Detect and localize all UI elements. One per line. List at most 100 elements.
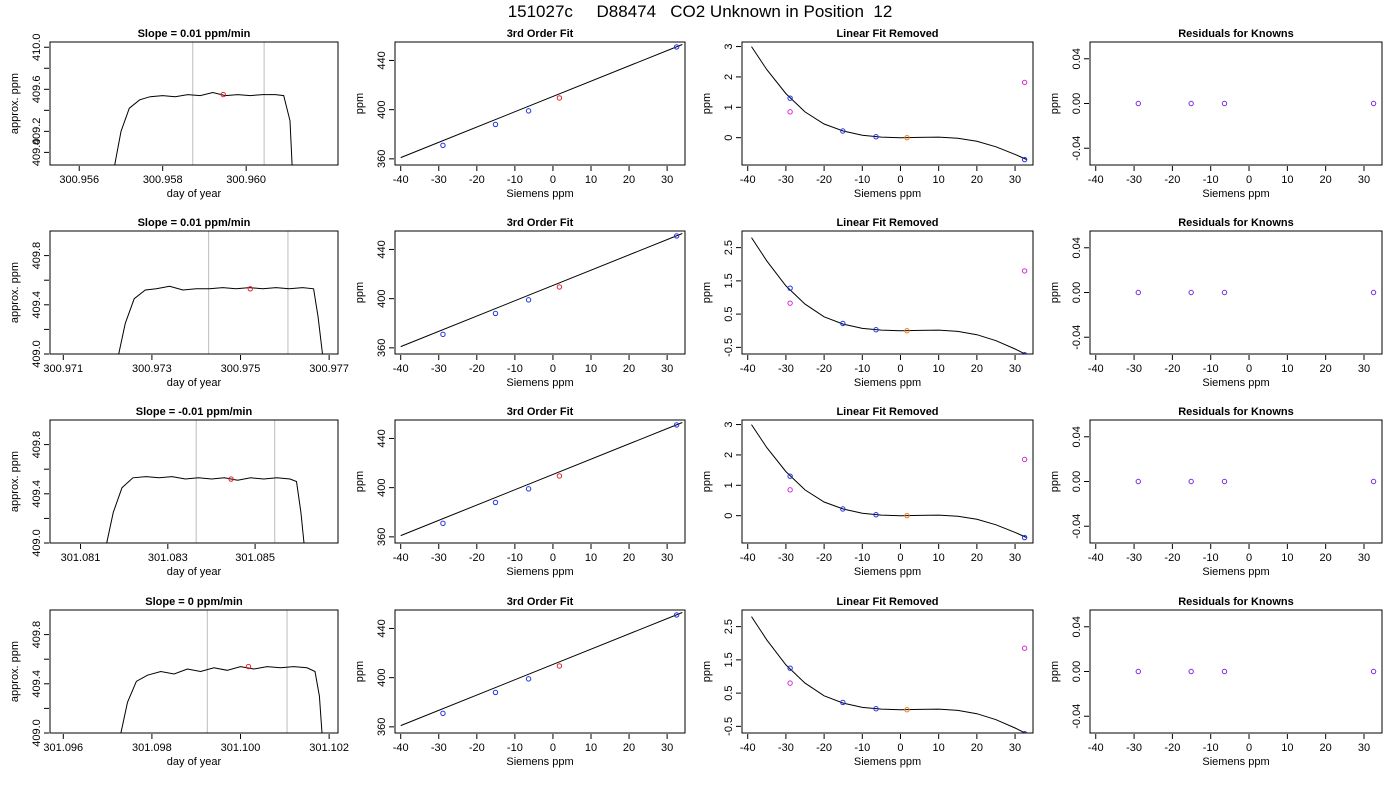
x-tick-label: 301.081 [61,552,101,564]
series-line [118,285,323,354]
x-tick-label: -40 [1088,552,1104,564]
x-axis-label: Siemens ppm [506,566,573,578]
x-tick-label: -20 [816,174,832,186]
x-tick-label: 300.956 [59,174,99,186]
panel-0-3: Residuals for Knowns -40 -30 -20 -10 0 10 20 30 S… [1049,28,1383,200]
x-tick-label: 0 [1246,742,1252,754]
y-tick-label: 409.4 [31,670,43,698]
x-tick-label: 300.973 [132,363,172,375]
fit-curve [400,233,683,348]
y-tick-label: 0 [723,513,735,519]
data-point [1135,668,1141,675]
x-tick-label: 300.977 [309,363,349,375]
x-tick-label: 30 [1358,552,1370,564]
panel-title: Linear Fit Removed [836,596,938,608]
data-point [787,300,793,306]
panel-3-1: 3rd Order Fit -40 -30 -20 -10 0 10 20 30 Siemens … [354,596,686,768]
panel-0-0: Slope = 0.01 ppm/min 300.956 300.958 300.96… [9,28,339,200]
panel-frame [741,419,1034,544]
data-point [525,108,532,114]
x-axis-label: day of year [167,566,222,578]
data-point [1021,730,1028,733]
data-point [873,327,879,333]
panel-title: 3rd Order Fit [507,217,574,229]
data-point [556,284,563,290]
panel-frame [394,41,686,166]
y-tick-label: 1 [723,482,735,488]
panel-title: Linear Fit Removed [836,406,938,418]
plot-area [1135,478,1377,485]
data-point [1221,668,1228,675]
panel-title: Residuals for Knowns [1178,217,1294,229]
x-tick-label: -20 [816,552,832,564]
panel-title: 3rd Order Fit [507,596,574,608]
y-tick-label: 1.5 [723,273,735,288]
panel-title: Linear Fit Removed [836,217,938,229]
data-point [1188,668,1194,675]
x-tick-label: 10 [585,742,597,754]
y-tick-label: 0.00 [1071,661,1083,682]
x-tick-label: -10 [854,174,870,186]
x-tick-label: 30 [1358,742,1370,754]
y-tick-label: 0.00 [1071,471,1083,492]
x-axis-label: Siemens ppm [1202,377,1269,389]
plot-area [751,616,1028,733]
data-point [1370,289,1377,296]
x-tick-label: -40 [1088,742,1104,754]
panel-frame [394,419,686,544]
x-tick-label: -30 [1126,174,1142,186]
fit-curve [751,46,1027,160]
x-tick-label: 20 [1320,742,1332,754]
y-tick-label: 409.0 [31,529,43,557]
x-tick-label: -20 [469,174,485,186]
x-axis-label: Siemens ppm [854,377,921,389]
y-tick-label: 409.4 [31,291,43,319]
x-tick-label: 20 [623,174,635,186]
panel-frame [49,41,339,166]
x-tick-label: -10 [507,174,523,186]
data-point [1188,100,1194,107]
panel-frame [741,41,1034,166]
y-tick-label: 400 [376,289,388,307]
data-point [873,512,879,518]
data-point [673,233,680,239]
data-point [556,95,563,101]
data-point [673,612,680,618]
panel-1-1: 3rd Order Fit -40 -30 -20 -10 0 10 20 30 Siemens … [354,217,686,389]
data-point [525,297,532,303]
panel-0-1: 3rd Order Fit -40 -30 -20 -10 0 10 20 30 Siemens … [354,28,686,200]
x-tick-label: -30 [778,174,794,186]
x-tick-label: -10 [854,552,870,564]
data-point [904,328,910,334]
y-tick-label: 1 [723,104,735,110]
x-tick-label: 300.971 [43,363,83,375]
y-tick-label: 409.0 [31,139,43,167]
x-tick-label: 20 [971,363,983,375]
x-tick-label: 301.085 [235,552,275,564]
y-axis-label: ppm [354,93,366,114]
x-tick-label: -10 [507,552,523,564]
fit-curve [751,237,1027,354]
data-point [492,121,499,128]
data-point [1188,289,1194,296]
panel-2-0: Slope = -0.01 ppm/min 301.081 301.083 301.0… [9,406,339,578]
y-tick-label: 409.8 [31,242,43,270]
x-tick-label: -20 [469,552,485,564]
y-axis-label: ppm [1049,471,1061,492]
x-tick-label: -40 [740,552,756,564]
x-tick-label: 10 [585,363,597,375]
y-axis-label: approx. ppm [9,641,21,702]
x-tick-label: 10 [1281,363,1293,375]
x-tick-label: 301.083 [148,552,188,564]
data-point [1370,668,1377,675]
x-tick-label: -30 [1126,363,1142,375]
y-tick-label: 0.04 [1071,237,1083,258]
plot-area [400,44,683,159]
x-axis-label: day of year [167,756,222,768]
data-point [904,512,910,519]
data-point [1221,100,1228,107]
panel-title: Slope = 0 ppm/min [145,596,243,608]
y-axis-label: ppm [354,282,366,303]
x-tick-label: 20 [1320,363,1332,375]
y-tick-label: 440 [376,619,388,637]
